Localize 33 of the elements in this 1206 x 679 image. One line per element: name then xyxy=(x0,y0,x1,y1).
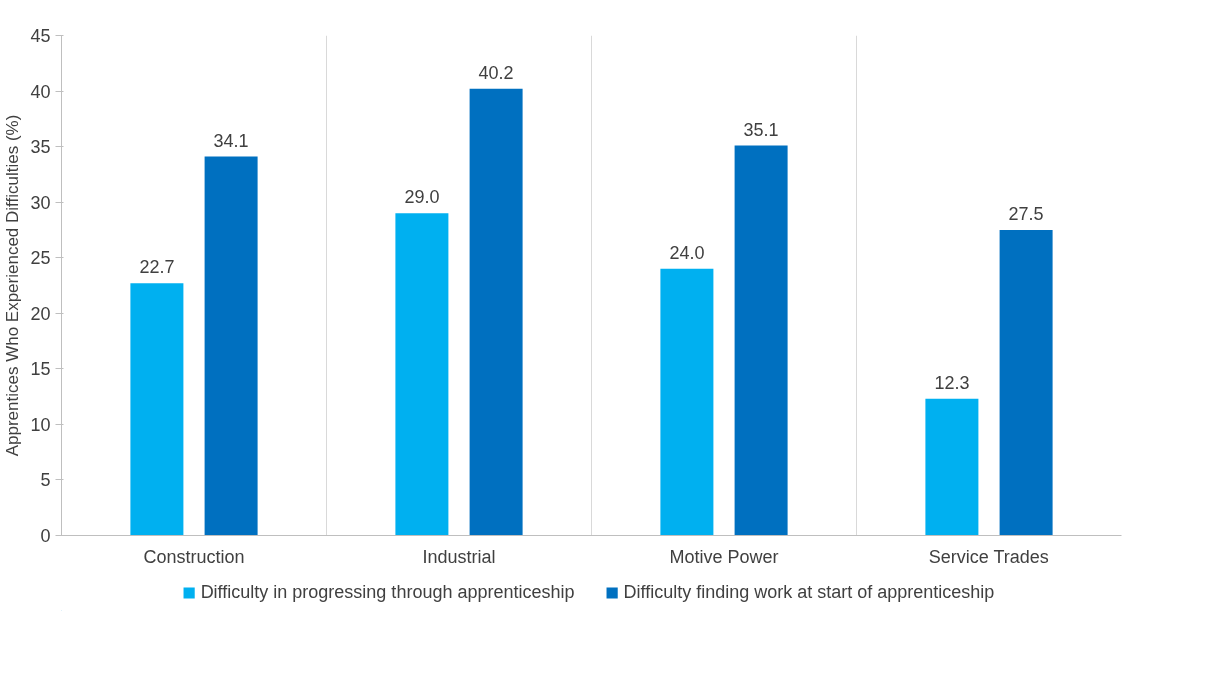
data-label: 22.7 xyxy=(139,257,175,278)
bar xyxy=(660,268,714,536)
y-tick-label: 0 xyxy=(40,526,51,546)
data-label: 29.0 xyxy=(404,187,440,208)
x-tick-label: Industrial xyxy=(422,546,496,567)
bar xyxy=(925,398,979,536)
x-tick-label: Construction xyxy=(143,546,245,567)
bar xyxy=(395,213,449,536)
y-axis-title: Apprentices Who Experienced Difficulties (%) xyxy=(3,114,23,457)
y-tick-label: 5 xyxy=(40,470,51,491)
data-label: 40.2 xyxy=(478,62,514,83)
legend-label: Difficulty in progressing through apprenticeship xyxy=(200,581,575,603)
y-tick-label: 40 xyxy=(30,81,51,102)
bar xyxy=(999,229,1053,536)
y-tick-label: 30 xyxy=(30,192,51,213)
bar xyxy=(469,88,523,536)
x-tick-label: Service Trades xyxy=(928,546,1049,567)
bar xyxy=(130,283,184,536)
data-label: 34.1 xyxy=(213,130,249,151)
y-tick-label: 35 xyxy=(30,137,51,158)
legend-label: Difficulty finding work at start of apprenticeship xyxy=(623,581,995,603)
y-tick-label: 15 xyxy=(30,359,51,380)
y-tick-label: 20 xyxy=(30,303,51,324)
y-tick-label: 45 xyxy=(30,26,51,46)
data-label: 35.1 xyxy=(743,119,779,140)
bar xyxy=(734,145,788,536)
x-tick-label: Motive Power xyxy=(669,546,779,567)
data-label: 24.0 xyxy=(669,242,705,263)
data-label: 12.3 xyxy=(934,372,970,393)
y-tick-label: 25 xyxy=(30,248,51,269)
bar xyxy=(204,156,258,536)
data-label: 27.5 xyxy=(1008,203,1044,224)
y-tick-label: 10 xyxy=(30,414,51,435)
